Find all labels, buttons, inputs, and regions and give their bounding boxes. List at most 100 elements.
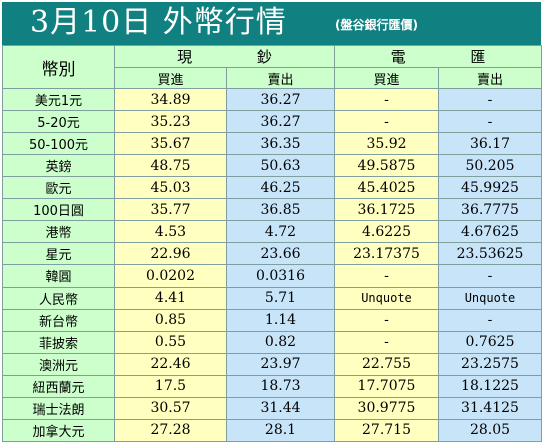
wire-sell-cell: 36.7775 [438,198,542,222]
table-row: 加拿大元 27.28 28.1 27.715 28.05 [2,418,542,443]
currency-name: 100日圓 [2,198,115,222]
cash-sell-cell: 1.14 [226,308,335,332]
cash-buy-cell: 22.46 [114,352,227,376]
cash-sell-cell: 50.63 [226,154,335,178]
cash-buy-cell: 4.41 [114,286,227,310]
wire-sell-cell: 18.1225 [438,374,542,398]
currency-name: 美元1元 [2,88,115,112]
header-row-groups: 幣別 現 鈔 電 匯 [2,44,542,90]
cash-sell-cell: 36.27 [226,110,335,134]
cash-sell-header: 賣出 [226,67,335,90]
cash-buy-cell: 35.67 [114,132,227,156]
cash-sell-cell: 0.82 [226,330,335,354]
wire-buy-cell: 36.1725 [334,198,439,222]
wire-buy-cell: 22.755 [334,352,439,376]
table-row: 港幣 4.53 4.72 4.6225 4.67625 [2,220,542,244]
table-row: 菲披索 0.55 0.82-0.7625 [2,330,542,354]
cash-buy-cell: 35.77 [114,198,227,222]
currency-name: 人民幣 [2,286,115,310]
cash-buy-cell: 4.53 [114,220,227,244]
table-row: 新台幣 0.85 1.14- - [2,308,542,332]
cash-sell-cell: 36.85 [226,198,335,222]
wire-buy-cell: 23.17375 [334,242,439,266]
wire-buy-cell: - [334,264,439,288]
cash-buy-cell: 34.89 [114,88,227,112]
cash-sell-cell: 4.72 [226,220,335,244]
wire-sell-cell: 0.7625 [438,330,542,354]
wire-buy-cell: 49.5875 [334,154,439,178]
cash-sell-cell: 23.97 [226,352,335,376]
currency-name: 5-20元 [2,110,115,134]
exchange-rate-table: 幣別 現 鈔 電 匯 買進 賣出 買進 賣出 美元1元 34.89 36.27- -5… [2,44,542,443]
table-row: 50-100元 35.67 36.35 35.92 36.17 [2,132,542,156]
wire-buy-cell: - [334,110,439,134]
currency-name: 歐元 [2,176,115,200]
wire-sell-cell: 28.05 [438,418,542,443]
currency-name: 港幣 [2,220,115,244]
cash-buy-cell: 0.55 [114,330,227,354]
cash-buy-cell: 27.28 [114,418,227,443]
wire-sell-cell: 23.2575 [438,352,542,376]
cash-buy-cell: 0.0202 [114,264,227,288]
table-row: 星元 22.96 23.66 23.17375 23.53625 [2,242,542,266]
currency-name: 瑞士法朗 [2,396,115,420]
table-row: 5-20元 35.23 36.27- - [2,110,542,134]
currency-column-header: 幣別 [2,44,115,90]
wire-buy-cell: - [334,88,439,112]
table-row: 紐西蘭元 17.5 18.73 17.7075 18.1225 [2,374,542,398]
cash-sell-cell: 18.73 [226,374,335,398]
currency-name: 星元 [2,242,115,266]
cash-sell-cell: 36.27 [226,88,335,112]
cash-buy-cell: 48.75 [114,154,227,178]
currency-name: 50-100元 [2,132,115,156]
wire-buy-cell: 30.9775 [334,396,439,420]
wire-buy-cell: - [334,308,439,332]
wire-sell-cell: Unquote [438,286,542,310]
cash-sell-cell: 5.71 [226,286,335,310]
table-row: 歐元 45.03 46.25 45.4025 45.9925 [2,176,542,200]
page-title: 3月10日 外幣行情 [30,5,287,40]
cash-buy-cell: 45.03 [114,176,227,200]
cash-sell-cell: 46.25 [226,176,335,200]
cash-buy-header: 買進 [114,67,227,90]
currency-name: 紐西蘭元 [2,374,115,398]
currency-name: 韓圓 [2,264,115,288]
wire-sell-cell: 4.67625 [438,220,542,244]
wire-sell-cell: - [438,110,542,134]
wire-buy-cell: - [334,330,439,354]
wire-sell-cell: - [438,308,542,332]
wire-buy-cell: 45.4025 [334,176,439,200]
currency-name: 加拿大元 [2,418,115,443]
table-row: 瑞士法朗 30.57 31.44 30.9775 31.4125 [2,396,542,420]
cash-buy-cell: 17.5 [114,374,227,398]
cash-buy-cell: 22.96 [114,242,227,266]
cash-buy-cell: 35.23 [114,110,227,134]
wire-buy-header: 買進 [334,67,439,90]
cash-sell-cell: 31.44 [226,396,335,420]
wire-sell-cell: 31.4125 [438,396,542,420]
cash-buy-cell: 0.85 [114,308,227,332]
cash-sell-cell: 36.35 [226,132,335,156]
bank-source-label: (盤谷銀行匯價) [335,18,418,32]
wire-sell-header: 賣出 [438,67,542,90]
table-row: 韓圓 0.0202 0.0316- - [2,264,542,288]
table-row: 美元1元 34.89 36.27- - [2,88,542,112]
currency-name: 英鎊 [2,154,115,178]
table-row: 英鎊 48.75 50.63 49.5875 50.205 [2,154,542,178]
wire-sell-cell: 50.205 [438,154,542,178]
wire-buy-cell: 35.92 [334,132,439,156]
cash-sell-cell: 28.1 [226,418,335,443]
wire-group-header: 電 匯 [334,44,542,69]
wire-sell-cell: 23.53625 [438,242,542,266]
wire-buy-cell: 17.7075 [334,374,439,398]
wire-sell-cell: 36.17 [438,132,542,156]
title-bar: 3月10日 外幣行情 (盤谷銀行匯價) [2,2,541,45]
cash-sell-cell: 23.66 [226,242,335,266]
cash-group-header: 現 鈔 [114,44,335,69]
header-row-sub: 買進 賣出 買進 賣出 [3,67,542,90]
table-row: 人民幣 4.41 5.71 Unquote Unquote [2,286,542,310]
currency-name: 菲披索 [2,330,115,354]
wire-buy-cell: 27.715 [334,418,439,443]
wire-sell-cell: 45.9925 [438,176,542,200]
